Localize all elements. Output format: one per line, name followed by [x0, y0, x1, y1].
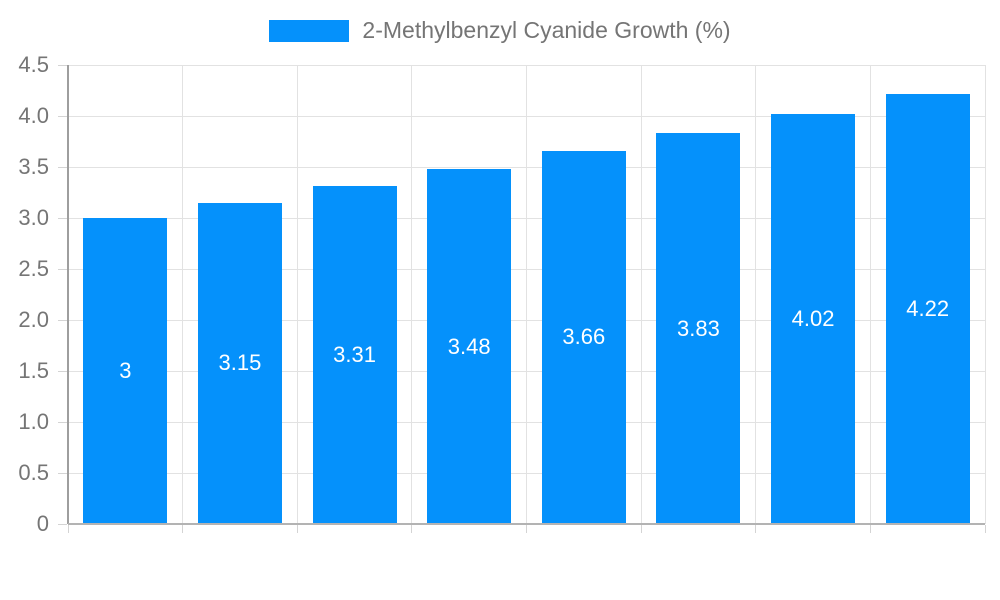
v-gridline — [984, 65, 986, 524]
bar-value-label: 3.83 — [677, 315, 720, 341]
bar — [885, 93, 970, 523]
y-tick-label: 3.5 — [18, 154, 49, 179]
bar-value-label: 3.48 — [447, 333, 491, 359]
legend-label: 2-Methylbenzyl Cyanide Growth (%) — [362, 17, 731, 43]
y-tick-label: 0 — [36, 511, 49, 536]
x-tick-mark — [67, 525, 69, 533]
bar — [312, 186, 397, 523]
bar-value-label: 3 — [119, 358, 132, 383]
bar-value-label: 4.02 — [791, 305, 835, 331]
y-tick-mark — [58, 64, 67, 66]
x-tick-mark — [296, 525, 298, 533]
bar-value-label: 3.31 — [333, 342, 376, 368]
x-tick-mark — [984, 525, 986, 533]
legend[interactable]: 2-Methylbenzyl Cyanide Growth (%) — [0, 19, 1000, 42]
v-gridline — [182, 65, 184, 524]
x-tick-mark — [526, 525, 527, 533]
bar-value-label: 3.66 — [562, 324, 606, 350]
y-tick-mark — [58, 217, 67, 219]
y-tick-mark — [58, 421, 67, 423]
y-tick-mark — [58, 472, 67, 474]
y-axis-line — [67, 65, 69, 524]
y-tick-mark — [58, 370, 67, 372]
x-tick-mark — [869, 525, 871, 533]
y-tick-label: 1.0 — [18, 409, 49, 434]
y-tick-mark — [58, 166, 67, 168]
x-tick-mark — [411, 525, 413, 533]
v-gridline — [755, 65, 757, 524]
bar — [83, 218, 168, 523]
y-tick-mark — [58, 115, 67, 117]
bar — [427, 169, 512, 523]
legend-swatch — [269, 19, 350, 42]
x-tick-mark — [755, 525, 757, 533]
bar — [656, 133, 741, 523]
y-tick-label: 0.5 — [18, 460, 49, 485]
y-tick-mark — [58, 319, 67, 321]
y-tick-label: 3.0 — [18, 205, 49, 230]
v-gridline — [296, 65, 298, 524]
y-tick-mark — [58, 523, 67, 525]
x-tick-mark — [182, 525, 184, 533]
y-tick-label: 4.0 — [18, 103, 49, 128]
bar-value-label: 3.15 — [218, 350, 262, 376]
v-gridline — [411, 65, 413, 524]
bar-value-label: 4.22 — [906, 295, 950, 321]
y-tick-label: 4.5 — [18, 52, 49, 77]
x-tick-mark — [640, 525, 642, 533]
y-tick-label: 1.5 — [18, 358, 49, 383]
bar — [541, 150, 626, 523]
v-gridline — [869, 65, 871, 524]
y-tick-label: 2.0 — [18, 307, 49, 332]
bar — [197, 202, 282, 523]
x-axis-line — [68, 523, 985, 525]
y-tick-mark — [58, 268, 67, 270]
bar — [771, 113, 856, 523]
y-tick-label: 2.5 — [18, 256, 49, 281]
v-gridline — [526, 65, 527, 524]
v-gridline — [640, 65, 642, 524]
